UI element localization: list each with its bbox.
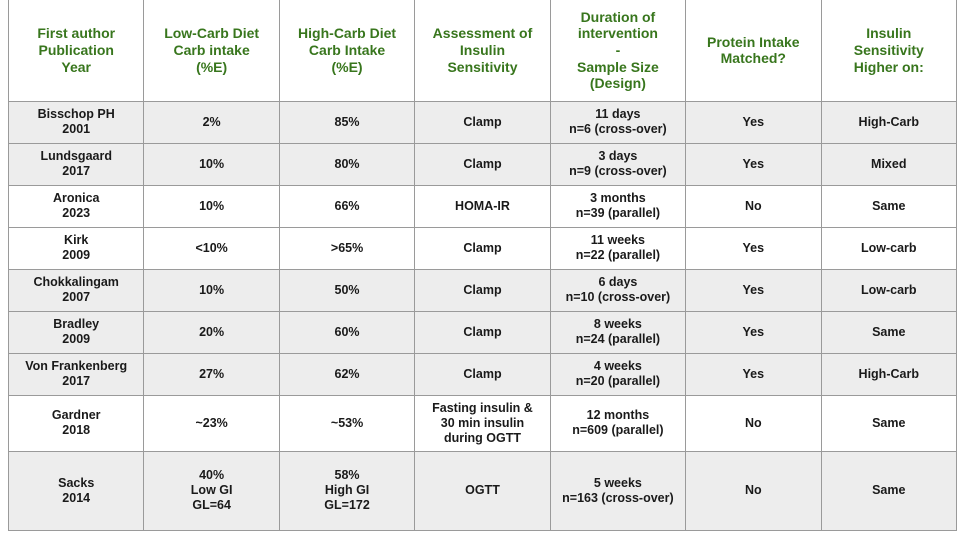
duration-cell: 3 days n=9 (cross-over) (549, 142, 687, 186)
duration-cell: 8 weeks n=24 (parallel) (549, 310, 687, 354)
high-carb-cell: 58% High GI GL=172 (278, 450, 416, 531)
study-row-von-frankenberg: Von Frankenberg 2017 27% 62% Clamp 4 wee… (7, 352, 958, 396)
assessment-cell: OGTT (414, 450, 551, 531)
study-row-kirk: Kirk 2009 <10% >65% Clamp 11 weeks n=22 … (7, 226, 958, 270)
high-carb-cell: 60% (278, 310, 416, 354)
diet-study-table-container: First author Publication Year Low-Carb D… (7, 0, 958, 531)
assessment-cell: HOMA-IR (414, 184, 551, 228)
assessment-cell: Clamp (414, 100, 551, 144)
study-row-sacks: Sacks 2014 40% Low GI GL=64 58% High GI … (7, 450, 958, 531)
high-carb-cell: 50% (278, 268, 416, 312)
low-carb-cell: 2% (143, 100, 280, 144)
author-cell: Von Frankenberg 2017 (7, 352, 145, 396)
author-cell: Bradley 2009 (7, 310, 145, 354)
insulin-higher-cell: Same (820, 394, 958, 452)
protein-matched-cell: Yes (685, 352, 822, 396)
assessment-cell: Clamp (414, 226, 551, 270)
col-header-insulin-higher: Insulin Sensitivity Higher on: (820, 0, 958, 102)
study-row-bisschop: Bisschop PH 2001 2% 85% Clamp 11 days n=… (7, 100, 958, 144)
col-header-assessment: Assessment of Insulin Sensitivity (414, 0, 551, 102)
col-header-author: First author Publication Year (7, 0, 145, 102)
low-carb-cell: <10% (143, 226, 280, 270)
insulin-higher-cell: High-Carb (820, 352, 958, 396)
high-carb-cell: 80% (278, 142, 416, 186)
duration-cell: 11 days n=6 (cross-over) (549, 100, 687, 144)
insulin-higher-cell: Same (820, 450, 958, 531)
duration-cell: 11 weeks n=22 (parallel) (549, 226, 687, 270)
low-carb-cell: 10% (143, 142, 280, 186)
high-carb-cell: 85% (278, 100, 416, 144)
protein-matched-cell: Yes (685, 226, 822, 270)
low-carb-cell: 10% (143, 268, 280, 312)
author-cell: Gardner 2018 (7, 394, 145, 452)
low-carb-cell: 27% (143, 352, 280, 396)
low-carb-cell: ~23% (143, 394, 280, 452)
header-row: First author Publication Year Low-Carb D… (7, 0, 958, 102)
protein-matched-cell: Yes (685, 310, 822, 354)
protein-matched-cell: Yes (685, 268, 822, 312)
protein-matched-cell: No (685, 184, 822, 228)
protein-matched-cell: No (685, 450, 822, 531)
author-cell: Chokkalingam 2007 (7, 268, 145, 312)
col-header-protein-matched: Protein Intake Matched? (685, 0, 822, 102)
low-carb-cell: 40% Low GI GL=64 (143, 450, 280, 531)
low-carb-cell: 10% (143, 184, 280, 228)
insulin-higher-cell: Mixed (820, 142, 958, 186)
study-row-aronica: Aronica 2023 10% 66% HOMA-IR 3 months n=… (7, 184, 958, 228)
duration-cell: 12 months n=609 (parallel) (549, 394, 687, 452)
assessment-cell: Clamp (414, 142, 551, 186)
author-cell: Aronica 2023 (7, 184, 145, 228)
diet-study-table: First author Publication Year Low-Carb D… (7, 0, 958, 531)
col-header-duration-sample: Duration of intervention - Sample Size (… (549, 0, 687, 102)
insulin-higher-cell: Same (820, 184, 958, 228)
table-header: First author Publication Year Low-Carb D… (7, 0, 958, 102)
protein-matched-cell: Yes (685, 142, 822, 186)
study-row-lundsgaard: Lundsgaard 2017 10% 80% Clamp 3 days n=9… (7, 142, 958, 186)
high-carb-cell: >65% (278, 226, 416, 270)
col-header-low-carb-intake: Low-Carb Diet Carb intake (%E) (143, 0, 280, 102)
duration-cell: 3 months n=39 (parallel) (549, 184, 687, 228)
insulin-higher-cell: Low-carb (820, 226, 958, 270)
insulin-higher-cell: Low-carb (820, 268, 958, 312)
protein-matched-cell: Yes (685, 100, 822, 144)
author-cell: Lundsgaard 2017 (7, 142, 145, 186)
assessment-cell: Clamp (414, 352, 551, 396)
high-carb-cell: 62% (278, 352, 416, 396)
duration-cell: 4 weeks n=20 (parallel) (549, 352, 687, 396)
insulin-higher-cell: Same (820, 310, 958, 354)
author-cell: Bisschop PH 2001 (7, 100, 145, 144)
assessment-cell: Clamp (414, 310, 551, 354)
high-carb-cell: ~53% (278, 394, 416, 452)
author-cell: Sacks 2014 (7, 450, 145, 531)
duration-cell: 6 days n=10 (cross-over) (549, 268, 687, 312)
protein-matched-cell: No (685, 394, 822, 452)
duration-cell: 5 weeks n=163 (cross-over) (549, 450, 687, 531)
study-row-bradley: Bradley 2009 20% 60% Clamp 8 weeks n=24 … (7, 310, 958, 354)
table-body: Bisschop PH 2001 2% 85% Clamp 11 days n=… (7, 100, 958, 531)
study-row-gardner: Gardner 2018 ~23% ~53% Fasting insulin &… (7, 394, 958, 452)
insulin-higher-cell: High-Carb (820, 100, 958, 144)
study-row-chokkalingam: Chokkalingam 2007 10% 50% Clamp 6 days n… (7, 268, 958, 312)
author-cell: Kirk 2009 (7, 226, 145, 270)
low-carb-cell: 20% (143, 310, 280, 354)
col-header-high-carb-intake: High-Carb Diet Carb Intake (%E) (278, 0, 416, 102)
high-carb-cell: 66% (278, 184, 416, 228)
assessment-cell: Fasting insulin & 30 min insulin during … (414, 394, 551, 452)
assessment-cell: Clamp (414, 268, 551, 312)
